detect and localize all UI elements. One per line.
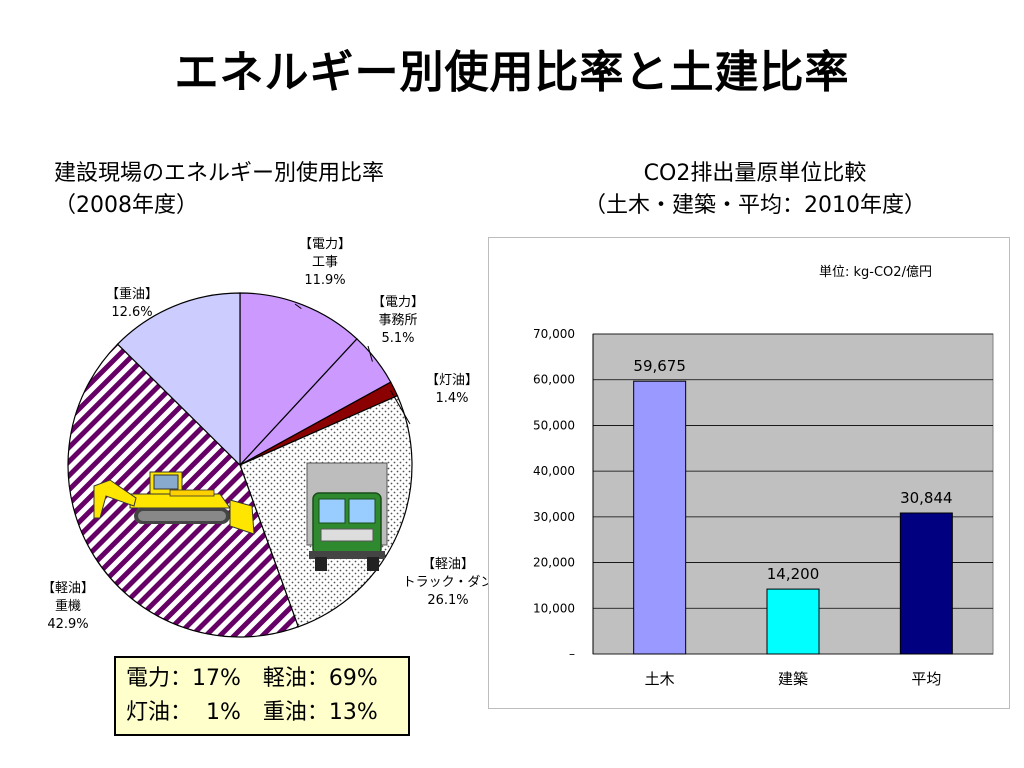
pie-slice-label: 【軽油】重機 42.9% — [42, 581, 94, 632]
y-tick-label: 10,000 — [533, 601, 575, 615]
pie-chart-svg: 【電力】工事 11.9% 【電力】事務所 5.1%【灯油】 1.4% 【軽油】トラック・ダ… — [42, 237, 493, 638]
pie-chart: 【電力】工事 11.9% 【電力】事務所 5.1% 【灯油】 1.4% 【軽油】トラック・ダ… — [0, 230, 500, 650]
bar-heading-line1: CO2排出量原単位比較 — [643, 161, 867, 186]
y-tick-label: 70,000 — [533, 327, 575, 341]
dump-truck-icon — [306, 462, 388, 571]
unit-note: 単位: kg-CO2/億円 — [819, 264, 932, 280]
pie-slice-label: 【灯油】 1.4% — [426, 373, 478, 406]
x-category-label: 平均 — [911, 670, 941, 688]
pie-heading-line2: （2008年度） — [54, 193, 198, 218]
pie-chart-heading: 建設現場のエネルギー別使用比率 （2008年度） — [54, 158, 384, 222]
y-tick-label: 20,000 — [533, 556, 575, 570]
x-category-label: 土木 — [645, 670, 675, 688]
bar-chart-panel: 単位: kg-CO2/億円 – 10,000 20,000 30,000 40,000 5… — [488, 237, 1010, 709]
bulldozer-icon — [93, 471, 255, 535]
x-category-label: 建築 — [778, 670, 808, 688]
pie-slice-label: 【電力】事務所 5.1% — [372, 295, 424, 346]
value-labels: 59,675 14,200 30,844 — [633, 357, 952, 583]
pie-slice-label: 【電力】工事 11.9% — [299, 237, 351, 288]
page-title: エネルギー別使用比率と土建比率 — [174, 47, 850, 98]
bar-value-label: 30,844 — [900, 489, 953, 507]
x-axis-labels: 土木 建築 平均 — [645, 670, 942, 688]
bar — [766, 588, 820, 655]
y-tick-label: 30,000 — [533, 510, 575, 524]
bar — [899, 512, 953, 655]
bar — [633, 380, 687, 655]
pie-slice-label: 【重油】 12.6% — [106, 286, 158, 320]
summary-row-1: 電力：17% 軽油：69% — [126, 666, 378, 691]
pie-slice-label: 【軽油】トラック・ダン 26.1% — [403, 557, 494, 608]
pie-leader-lines — [294, 303, 411, 425]
y-tick-label: 40,000 — [533, 464, 575, 478]
bar-chart-heading: CO2排出量原単位比較 （土木・建築・平均：2010年度） — [540, 158, 970, 222]
bar-value-label: 14,200 — [767, 565, 820, 583]
bar-chart-svg: 単位: kg-CO2/億円 – 10,000 20,000 30,000 40,000 5… — [533, 264, 994, 688]
pie-labels: 【電力】工事 11.9% 【電力】事務所 5.1%【灯油】 1.4% 【軽油】トラック・ダ… — [42, 237, 493, 632]
pie-heading-line1: 建設現場のエネルギー別使用比率 — [54, 161, 385, 186]
y-axis-ticks: – 10,000 20,000 30,000 40,000 50,000 60,000 70,… — [533, 327, 575, 661]
summary-row-2: 灯油： 1% 重油：13% — [126, 700, 378, 725]
bars — [633, 380, 953, 655]
leader-line — [294, 303, 302, 310]
y-tick-label: 60,000 — [533, 373, 575, 387]
pie-slice — [239, 292, 358, 467]
summary-box: 電力：17% 軽油：69% 灯油： 1% 重油：13% — [114, 656, 410, 736]
y-tick-label: 50,000 — [533, 418, 575, 432]
pie-slice — [116, 292, 241, 467]
leader-line — [367, 345, 373, 362]
bar-heading-line2: （土木・建築・平均：2010年度） — [584, 193, 926, 218]
bar-value-label: 59,675 — [633, 357, 686, 375]
leader-line — [390, 390, 411, 425]
y-tick-label: – — [569, 647, 575, 661]
